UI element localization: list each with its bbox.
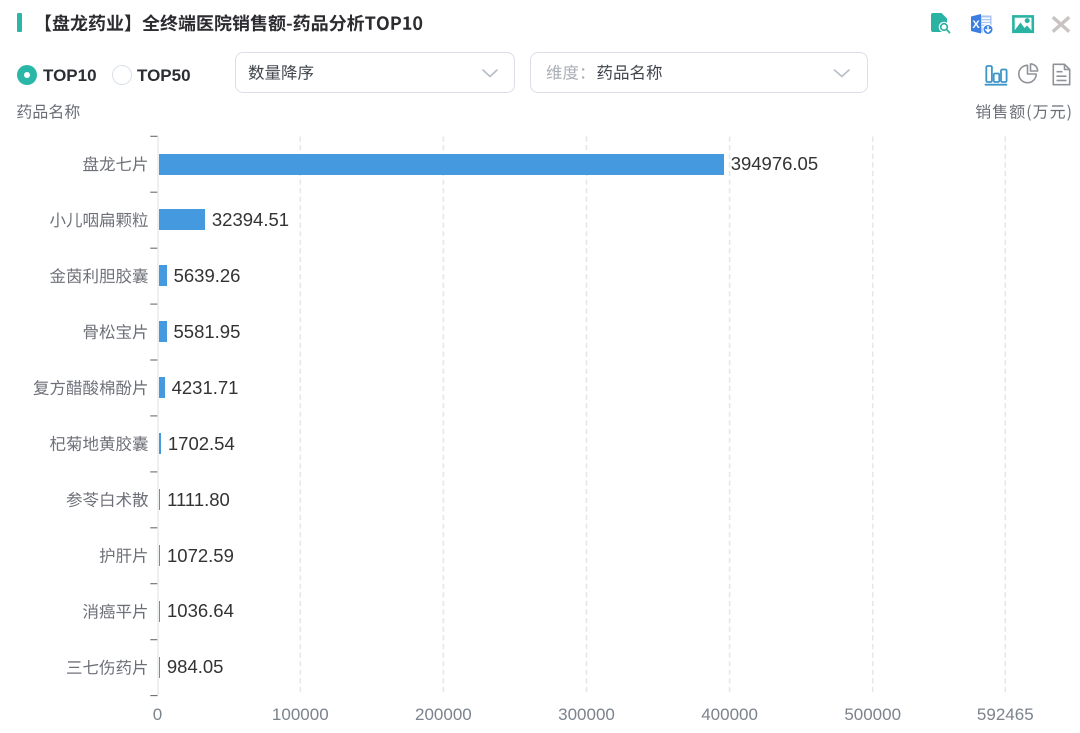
svg-text:X: X [972,19,980,31]
